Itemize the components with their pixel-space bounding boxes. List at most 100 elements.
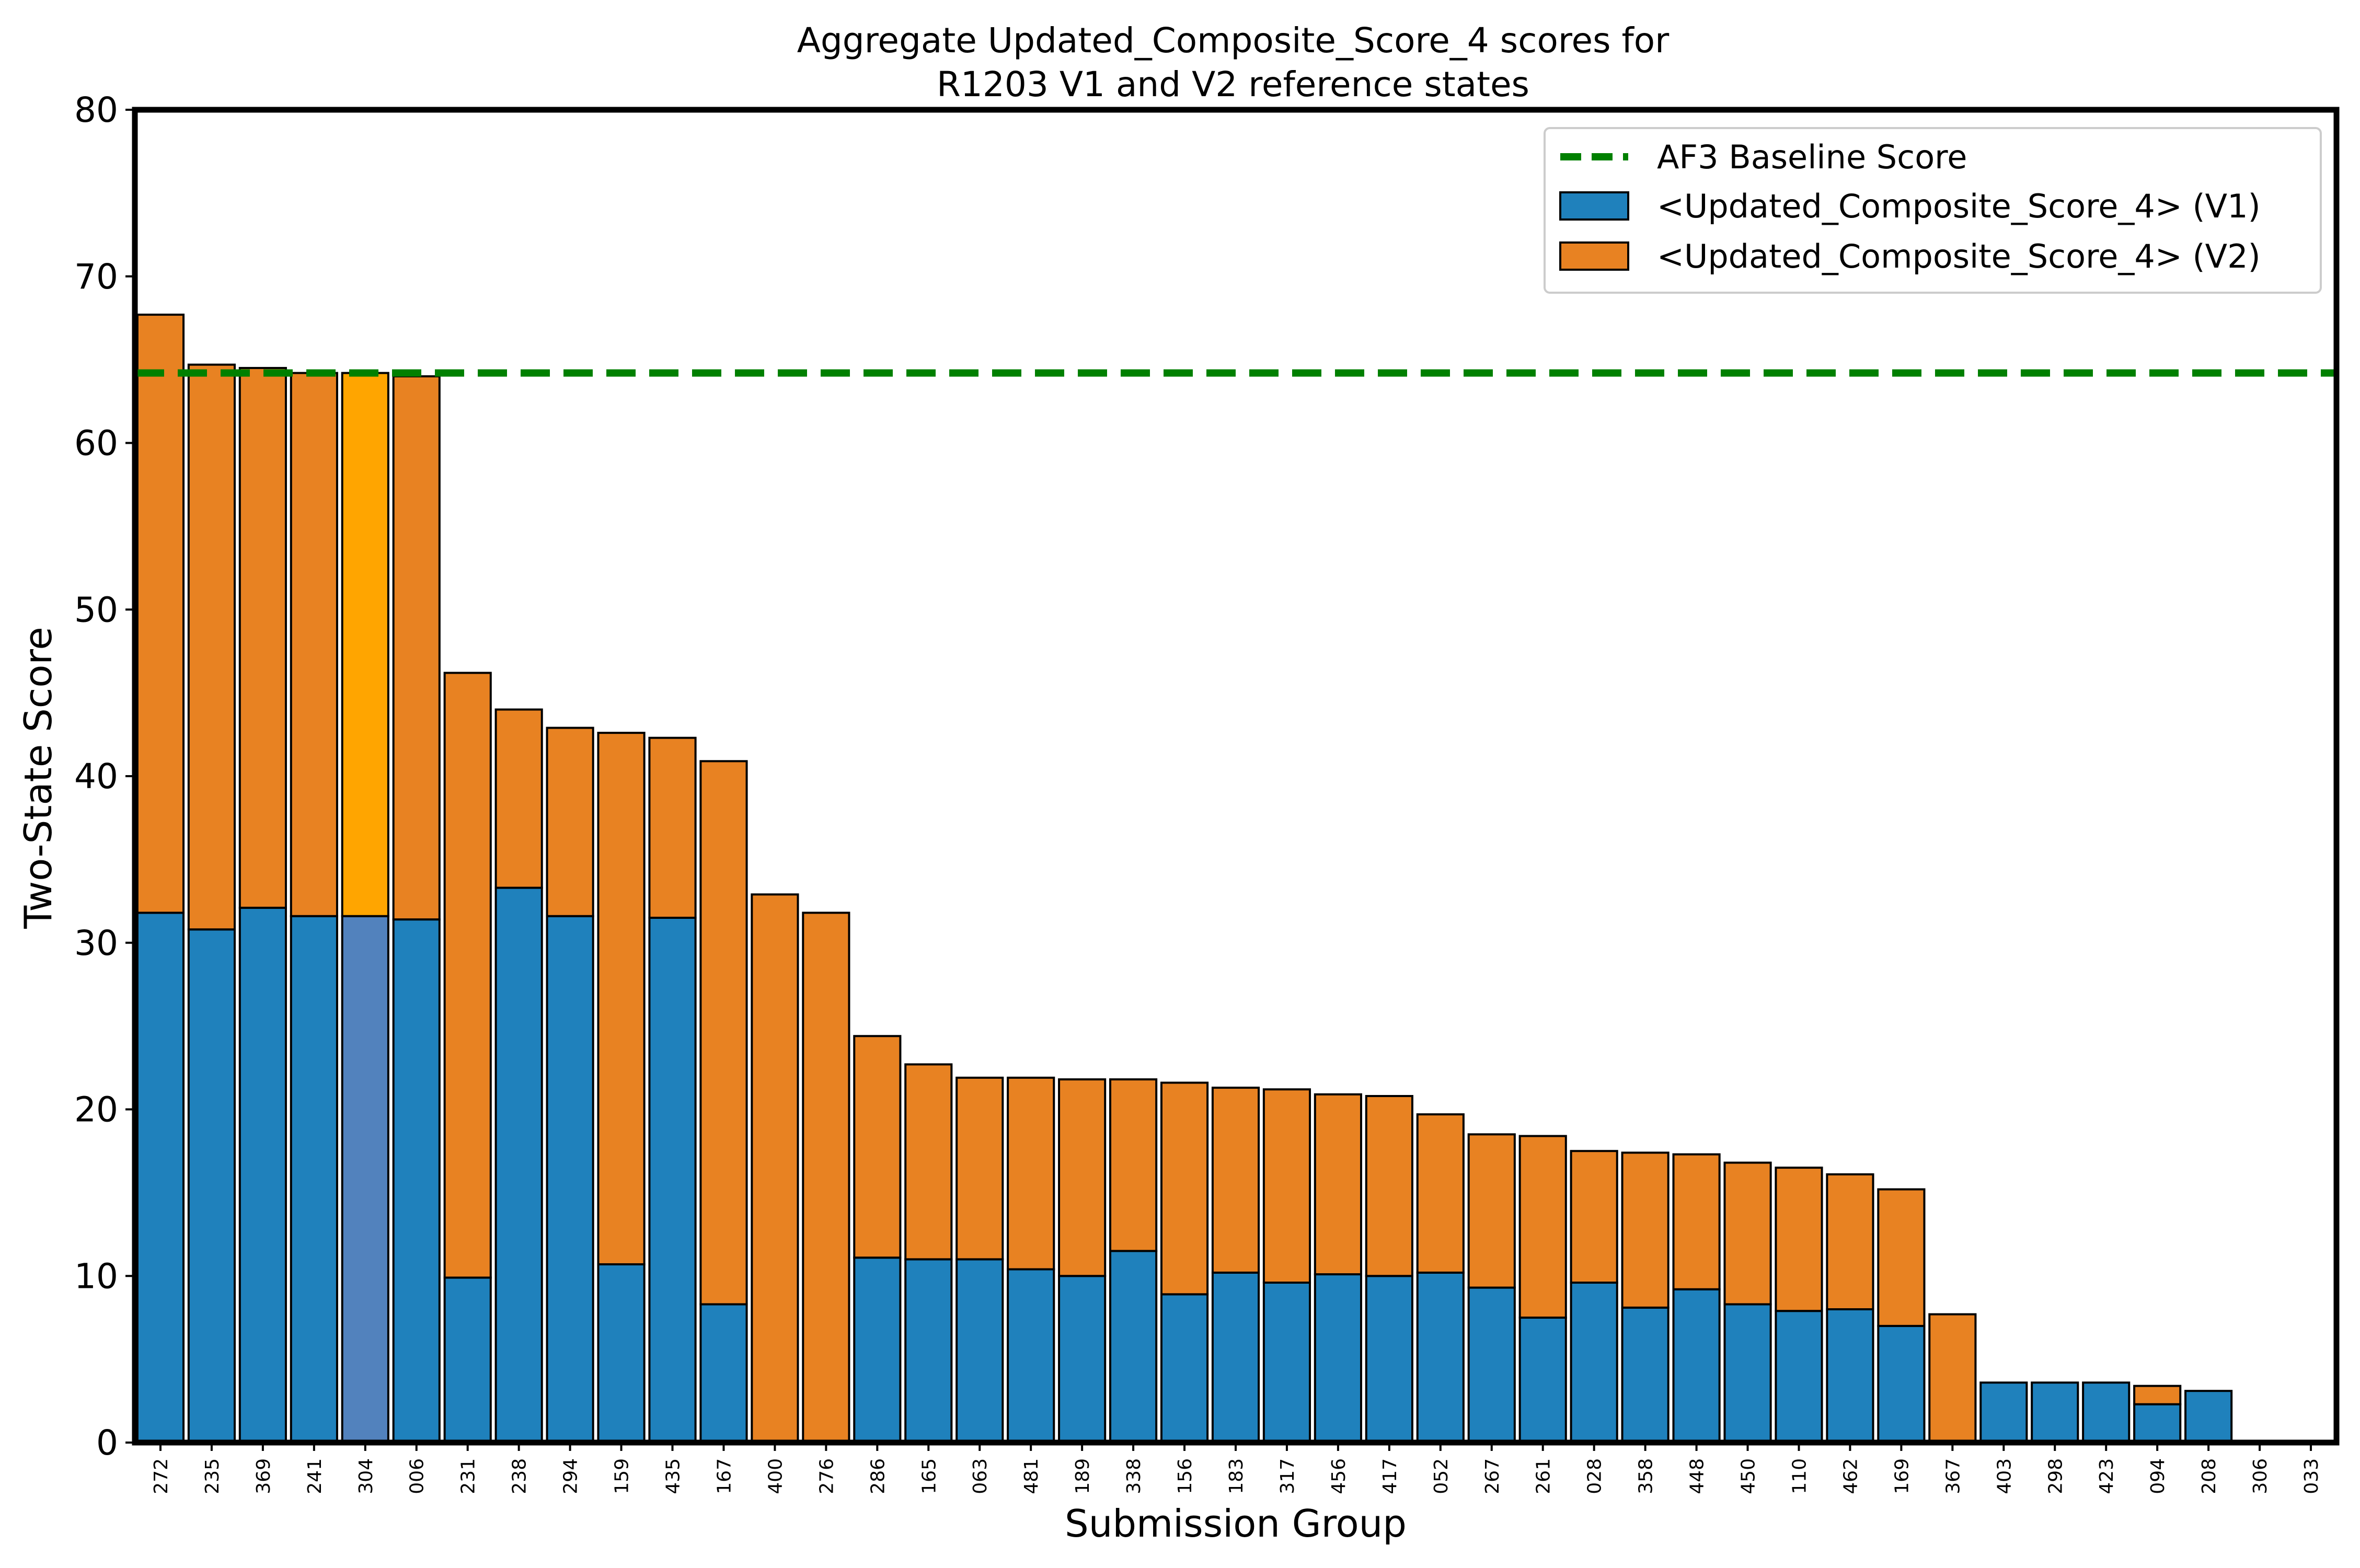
x-tick-label-298: 298 (2045, 1458, 2066, 1494)
bar-v1-235 (187, 928, 236, 1444)
bar-v2-189 (1058, 1078, 1107, 1277)
bar-v1-358 (1621, 1306, 1670, 1444)
bar-v2-159 (597, 732, 646, 1265)
x-tick-label-276: 276 (816, 1458, 837, 1494)
x-tick-label-165: 165 (918, 1458, 940, 1494)
bar-v2-238 (494, 708, 543, 889)
bar-v1-167 (699, 1303, 748, 1444)
bars-group (136, 314, 2233, 1444)
bar-v2-052 (1416, 1113, 1465, 1274)
bar-v2-448 (1672, 1153, 1721, 1290)
x-tick-label-456: 456 (1328, 1458, 1350, 1494)
x-tick-label-238: 238 (509, 1458, 531, 1494)
bar-v2-417 (1365, 1095, 1413, 1277)
legend-label-v1: <Updated_Composite_Score_4> (V1) (1657, 187, 2261, 225)
bar-v2-358 (1621, 1151, 1670, 1309)
bar-v1-156 (1160, 1293, 1209, 1444)
x-tick-label-306: 306 (2250, 1458, 2271, 1494)
bar-v1-294 (546, 915, 594, 1444)
bar-v2-462 (1826, 1173, 1874, 1310)
bar-v2-165 (904, 1063, 953, 1261)
bar-v1-286 (853, 1256, 902, 1444)
x-tick-label-435: 435 (663, 1458, 684, 1494)
x-tick-label-400: 400 (765, 1458, 786, 1494)
bar-v1-423 (2082, 1381, 2131, 1444)
x-tick-label-235: 235 (202, 1458, 223, 1494)
x-tick-label-367: 367 (1942, 1458, 1964, 1494)
x-tick-label-189: 189 (1072, 1458, 1093, 1494)
bar-v2-261 (1518, 1135, 1567, 1319)
bar-v1-208 (2184, 1390, 2233, 1444)
bar-v2-267 (1467, 1133, 1516, 1289)
bar-v1-435 (648, 916, 697, 1444)
y-axis-label: Two-State Score (16, 627, 60, 929)
legend-label-v2: <Updated_Composite_Score_4> (V2) (1657, 237, 2261, 275)
bar-v1-241 (290, 915, 338, 1444)
legend-swatch-v2 (1559, 241, 1629, 271)
y-tick-label-0: 0 (96, 1423, 118, 1463)
x-tick-label-417: 417 (1379, 1458, 1401, 1494)
x-tick-label-063: 063 (970, 1458, 991, 1494)
x-tick-label-294: 294 (560, 1458, 582, 1494)
bar-v2-156 (1160, 1081, 1209, 1296)
bar-v2-235 (187, 363, 236, 931)
bar-v1-169 (1877, 1324, 1926, 1444)
bar-v1-006 (392, 918, 441, 1444)
bar-v1-403 (1979, 1381, 2028, 1444)
bar-v1-448 (1672, 1288, 1721, 1444)
bar-v2-481 (1007, 1076, 1055, 1271)
x-tick-label-028: 028 (1584, 1458, 1606, 1494)
x-tick-label-272: 272 (151, 1458, 172, 1494)
chart-subtitle: R1203 V1 and V2 reference states (937, 64, 1529, 105)
x-tick-label-156: 156 (1175, 1458, 1196, 1494)
bar-v1-261 (1518, 1316, 1567, 1444)
x-tick-label-208: 208 (2198, 1458, 2220, 1494)
bar-v1-028 (1570, 1282, 1618, 1444)
chart-title: Aggregate Updated_Composite_Score_4 scor… (797, 20, 1670, 61)
x-tick-label-094: 094 (2147, 1458, 2169, 1494)
bar-v2-369 (238, 367, 287, 909)
y-tick-label-50: 50 (74, 590, 118, 630)
y-tick-label-60: 60 (74, 423, 118, 464)
legend-box (1544, 127, 2322, 294)
bar-v2-400 (751, 893, 799, 1444)
plot-frame (132, 107, 2340, 1446)
x-tick-label-231: 231 (458, 1458, 479, 1494)
bar-v1-338 (1109, 1250, 1158, 1444)
x-tick-label-481: 481 (1021, 1458, 1042, 1494)
x-tick-label-183: 183 (1226, 1458, 1247, 1494)
x-tick-label-450: 450 (1738, 1458, 1759, 1494)
bar-v2-272 (136, 314, 185, 914)
bar-v2-367 (1928, 1313, 1977, 1444)
bar-v1-267 (1467, 1286, 1516, 1444)
bar-v2-006 (392, 375, 441, 921)
bar-v2-169 (1877, 1188, 1926, 1327)
bar-v2-294 (546, 727, 594, 917)
bar-v1-165 (904, 1258, 953, 1444)
bar-v1-189 (1058, 1275, 1107, 1444)
bar-v1-063 (955, 1258, 1004, 1444)
bar-v2-304 (341, 372, 389, 917)
bar-v2-456 (1314, 1093, 1362, 1276)
x-tick-label-241: 241 (304, 1458, 326, 1494)
x-tick-label-052: 052 (1431, 1458, 1452, 1494)
x-tick-label-358: 358 (1636, 1458, 1657, 1494)
bar-v2-110 (1775, 1167, 1823, 1312)
bar-v1-110 (1775, 1310, 1823, 1444)
bar-v1-450 (1723, 1303, 1772, 1444)
bar-v1-231 (443, 1276, 492, 1444)
x-tick-label-261: 261 (1533, 1458, 1555, 1494)
x-tick-label-403: 403 (1994, 1458, 2015, 1494)
x-tick-label-267: 267 (1482, 1458, 1503, 1494)
x-tick-label-423: 423 (2096, 1458, 2117, 1494)
bar-v2-338 (1109, 1078, 1158, 1252)
x-tick-label-033: 033 (2301, 1458, 2322, 1494)
bar-v1-238 (494, 886, 543, 1444)
bar-v1-183 (1211, 1271, 1260, 1444)
x-tick-label-159: 159 (612, 1458, 633, 1494)
bar-v2-435 (648, 736, 697, 919)
y-tick-label-20: 20 (74, 1090, 118, 1130)
x-tick-label-317: 317 (1277, 1458, 1298, 1494)
bar-v2-167 (699, 760, 748, 1306)
